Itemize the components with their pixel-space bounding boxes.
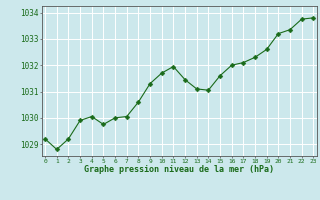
X-axis label: Graphe pression niveau de la mer (hPa): Graphe pression niveau de la mer (hPa) <box>84 165 274 174</box>
